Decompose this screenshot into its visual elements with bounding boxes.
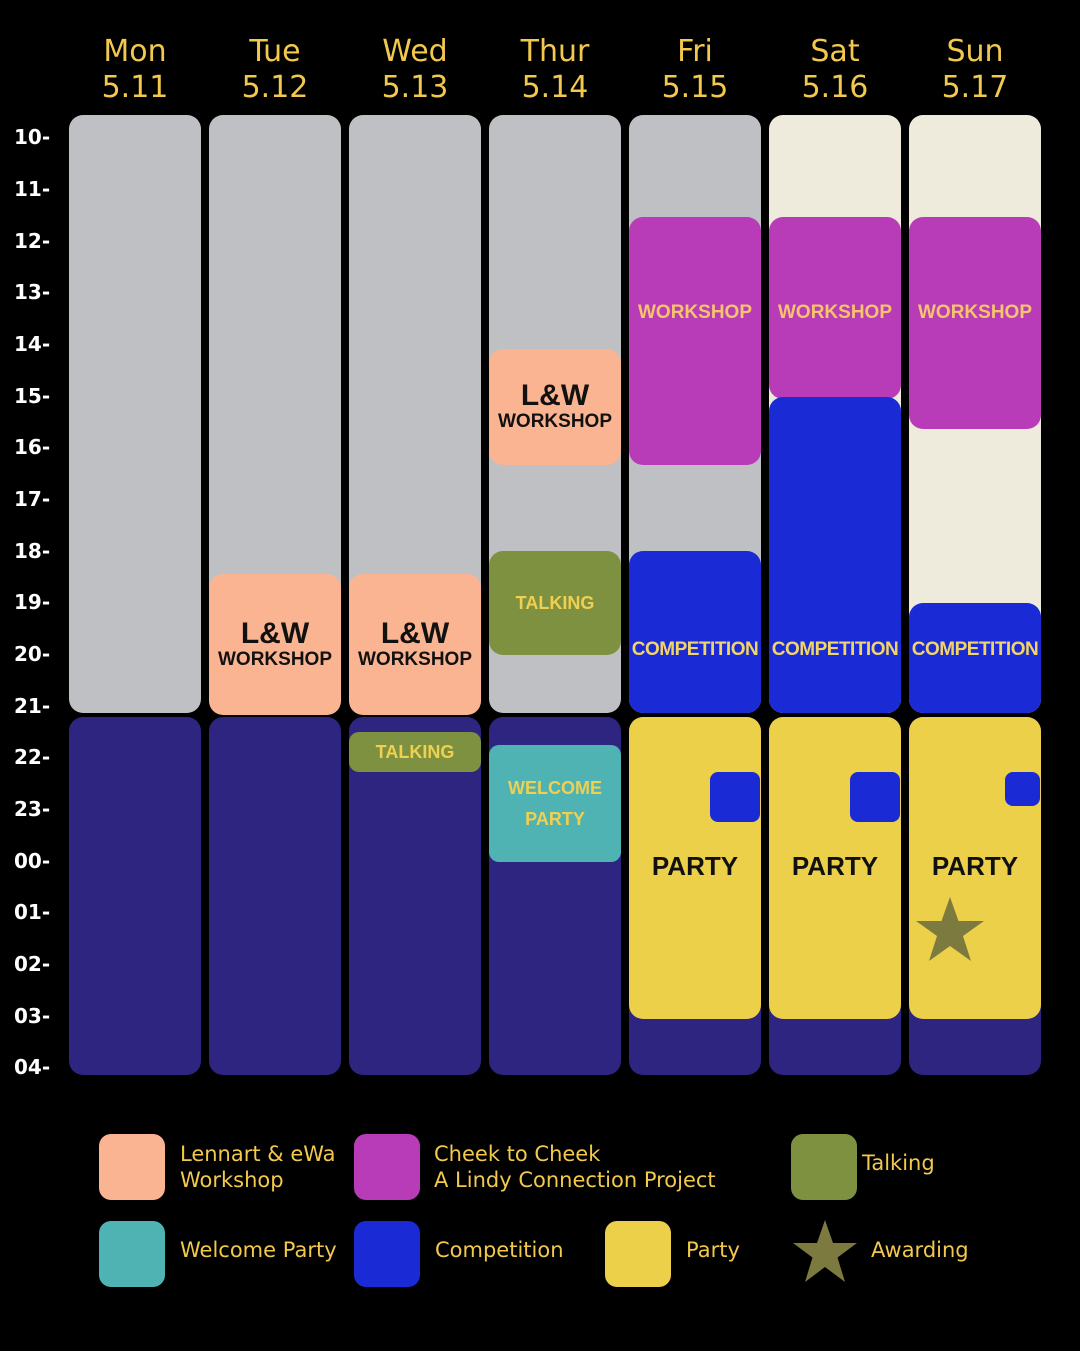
hour-label: 12- (14, 229, 51, 253)
legend-swatch-welcome (99, 1221, 165, 1287)
day-header-tue: Tue 5.12 (241, 34, 309, 105)
party-label: PARTY (651, 851, 739, 881)
hour-label: 15- (14, 384, 51, 408)
day-header-sat: Sat 5.16 (801, 34, 869, 105)
lw-workshop-label: WORKSHOP (358, 648, 472, 670)
legend-lw-workshop: Lennart & eWa Workshop (180, 1142, 336, 1192)
lw-title: L&W (520, 379, 590, 412)
talking-wed: TALKING (349, 732, 481, 772)
hour-label: 13- (14, 280, 51, 304)
night-column-tue (209, 717, 341, 1075)
legend-welcome: Welcome Party (180, 1238, 337, 1262)
competition-fri: COMPETITION (629, 551, 761, 713)
hour-label: 10- (14, 125, 51, 149)
talking-thur: TALKING (489, 551, 621, 655)
legend-swatch-party (605, 1221, 671, 1287)
hour-label: 22- (14, 745, 51, 769)
welcome-party-thur: WELCOME PARTY (489, 745, 621, 862)
hour-label: 23- (14, 797, 51, 821)
night-column-wed (349, 717, 481, 1075)
legend-awarding: Awarding (871, 1238, 969, 1262)
legend-c2c: Cheek to Cheek A Lindy Connection Projec… (434, 1142, 716, 1192)
c2c-workshop-label: WORKSHOP (778, 302, 892, 323)
competition-sat: COMPETITION (769, 397, 901, 713)
hour-label: 02- (14, 952, 51, 976)
party-fri: PARTY (629, 717, 761, 1019)
hour-label: 19- (14, 590, 51, 614)
competition-sun: COMPETITION (909, 603, 1041, 713)
competition-label: COMPETITION (631, 639, 759, 660)
lw-workshop-wed: L&W WORKSHOP (349, 574, 481, 715)
lw-workshop-label: WORKSHOP (218, 648, 332, 670)
competition-label: COMPETITION (771, 639, 899, 660)
lw-title: L&W (240, 616, 310, 650)
competition-marker-sat (850, 772, 900, 822)
day-header-fri: Fri 5.15 (661, 34, 729, 105)
hour-label: 00- (14, 849, 51, 873)
lw-workshop-label: WORKSHOP (498, 411, 612, 432)
legend-swatch-talking (791, 1134, 857, 1200)
competition-marker-fri (710, 772, 760, 822)
hour-label: 16- (14, 435, 51, 459)
legend-swatch-competition (354, 1221, 420, 1287)
welcome-line1: WELCOME (508, 777, 602, 798)
party-label: PARTY (791, 851, 879, 881)
competition-label: COMPETITION (911, 639, 1039, 660)
c2c-workshop-label: WORKSHOP (918, 302, 1032, 323)
awarding-star-icon (916, 897, 984, 961)
hour-label: 03- (14, 1004, 51, 1028)
hour-label: 11- (14, 177, 51, 201)
hour-label: 21- (14, 694, 51, 718)
lw-workshop-tue: L&W WORKSHOP (209, 574, 341, 715)
c2c-workshop-sat: WORKSHOP (769, 217, 901, 399)
hour-label: 04- (14, 1055, 51, 1079)
legend-talking: Talking (862, 1151, 935, 1175)
talking-label: TALKING (375, 741, 455, 762)
welcome-line2: PARTY (525, 808, 585, 829)
hour-label: 18- (14, 539, 51, 563)
hour-label: 01- (14, 900, 51, 924)
day-header-mon: Mon 5.11 (101, 34, 169, 105)
hour-label: 20- (14, 642, 51, 666)
party-sun: PARTY (909, 717, 1041, 1019)
hour-label: 17- (14, 487, 51, 511)
party-label: PARTY (931, 851, 1019, 881)
talking-label: TALKING (515, 592, 595, 613)
day-header-sun: Sun 5.17 (941, 34, 1009, 105)
competition-marker-sun (1005, 772, 1040, 806)
legend-swatch-c2c (354, 1134, 420, 1200)
c2c-workshop-label: WORKSHOP (638, 302, 752, 323)
c2c-workshop-sun: WORKSHOP (909, 217, 1041, 429)
daytime-column-mon (69, 115, 201, 713)
night-column-mon (69, 717, 201, 1075)
party-sat: PARTY (769, 717, 901, 1019)
lw-title: L&W (380, 616, 450, 650)
c2c-workshop-fri: WORKSHOP (629, 217, 761, 465)
lw-workshop-thur: L&W WORKSHOP (489, 349, 621, 465)
legend-competition: Competition (435, 1238, 564, 1262)
hour-label: 14- (14, 332, 51, 356)
day-header-wed: Wed 5.13 (381, 34, 449, 105)
legend-star-icon (793, 1220, 857, 1282)
legend-party: Party (686, 1238, 740, 1262)
day-header-thur: Thur 5.14 (520, 34, 590, 105)
legend-swatch-lw-workshop (99, 1134, 165, 1200)
